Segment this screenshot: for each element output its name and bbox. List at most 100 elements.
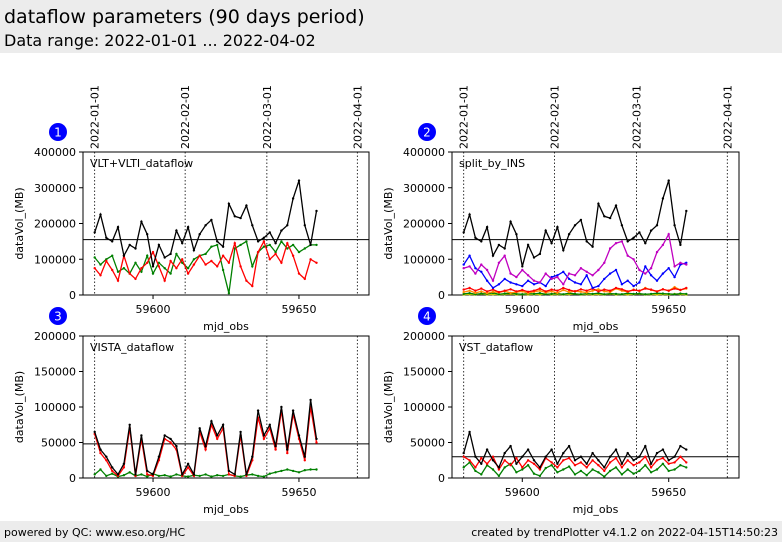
data-point xyxy=(544,293,547,296)
data-point xyxy=(303,247,306,250)
data-point xyxy=(614,268,618,272)
data-point xyxy=(632,459,635,462)
series-3 xyxy=(93,240,318,295)
data-point xyxy=(655,224,659,227)
data-point xyxy=(679,288,682,292)
data-point xyxy=(667,289,670,292)
data-point xyxy=(509,291,512,295)
data-point xyxy=(585,474,588,477)
data-point xyxy=(503,466,506,469)
data-point xyxy=(286,242,289,245)
data-point xyxy=(491,288,495,291)
data-point xyxy=(181,242,184,245)
data-point xyxy=(163,279,166,282)
series-1 xyxy=(462,179,688,268)
data-point xyxy=(175,473,178,476)
data-point xyxy=(562,459,565,462)
data-point xyxy=(579,218,583,222)
data-point xyxy=(632,464,635,467)
data-point xyxy=(239,475,242,478)
data-point xyxy=(579,283,583,286)
data-point xyxy=(532,289,536,292)
data-point xyxy=(315,209,318,213)
panel-4: 0 50000 100000 150000 200000 59600 59650 mjd_ob… xyxy=(382,307,740,516)
data-point xyxy=(550,290,553,293)
data-point xyxy=(515,462,518,465)
data-point xyxy=(99,263,102,266)
data-point xyxy=(567,233,571,236)
data-point xyxy=(644,287,647,290)
data-point xyxy=(111,254,114,257)
x-tick-label: 59600 xyxy=(136,486,171,499)
data-point xyxy=(198,254,201,257)
data-point xyxy=(503,292,506,295)
data-point xyxy=(128,423,131,426)
data-point xyxy=(480,292,483,295)
data-point xyxy=(562,288,565,292)
data-point xyxy=(632,472,635,475)
data-point xyxy=(515,275,518,279)
data-point xyxy=(169,252,172,256)
data-point xyxy=(186,466,190,469)
data-point xyxy=(603,475,606,478)
data-point xyxy=(685,263,688,266)
data-point xyxy=(198,233,201,236)
data-point xyxy=(614,292,618,296)
data-point xyxy=(93,473,96,476)
data-point xyxy=(626,468,629,471)
y-tick-label: 100000 xyxy=(403,253,445,266)
data-point xyxy=(497,261,501,264)
data-point xyxy=(462,267,465,270)
data-point xyxy=(280,261,283,264)
data-point xyxy=(526,448,530,451)
data-point xyxy=(591,459,594,462)
data-point xyxy=(673,287,676,290)
data-point xyxy=(661,272,665,275)
data-point xyxy=(274,471,277,474)
y-tick-label: 300000 xyxy=(403,182,445,195)
data-point xyxy=(597,471,600,474)
data-point xyxy=(134,261,137,264)
data-point xyxy=(556,225,559,229)
data-point xyxy=(538,292,542,295)
panel-label: VISTA_dataflow xyxy=(90,341,174,354)
data-point xyxy=(163,474,166,477)
data-point xyxy=(280,405,283,409)
data-point xyxy=(685,461,688,464)
data-point xyxy=(268,258,271,261)
data-point xyxy=(216,240,219,243)
data-point xyxy=(111,240,114,243)
data-point xyxy=(573,292,577,296)
data-point xyxy=(661,462,665,465)
data-point xyxy=(608,461,612,464)
data-point xyxy=(544,290,547,293)
data-point xyxy=(573,459,577,462)
date-marker-label: 2022-03-01 xyxy=(261,85,274,149)
series-1 xyxy=(93,398,318,477)
data-point xyxy=(216,434,219,437)
series-line xyxy=(94,399,318,477)
data-point xyxy=(644,464,647,467)
data-point xyxy=(538,474,542,478)
data-point xyxy=(562,468,565,471)
data-point xyxy=(614,204,618,207)
data-point xyxy=(503,289,506,292)
data-point xyxy=(175,267,178,270)
data-point xyxy=(286,448,289,451)
data-point xyxy=(515,283,518,286)
data-point xyxy=(497,466,501,469)
data-point xyxy=(186,272,190,275)
x-tick-label: 59650 xyxy=(651,486,686,499)
data-point xyxy=(462,455,465,458)
data-point xyxy=(233,215,236,218)
footer-bar: powered by QC: www.eso.org/HC created by… xyxy=(0,521,782,542)
data-point xyxy=(303,224,306,227)
data-point xyxy=(233,473,236,476)
data-point xyxy=(297,272,301,275)
data-point xyxy=(521,288,524,292)
data-range-subtitle: Data range: 2022-01-01 ... 2022-04-02 xyxy=(4,31,316,50)
data-point xyxy=(644,265,647,268)
series-2 xyxy=(462,455,688,473)
data-point xyxy=(550,292,553,296)
data-point xyxy=(116,473,120,476)
